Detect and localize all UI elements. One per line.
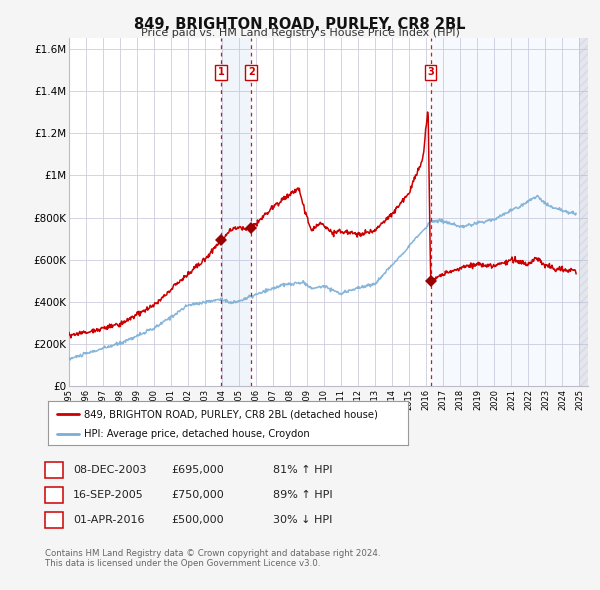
Bar bbox=[580, 38, 588, 386]
Text: 01-APR-2016: 01-APR-2016 bbox=[73, 515, 145, 525]
Text: Contains HM Land Registry data © Crown copyright and database right 2024.: Contains HM Land Registry data © Crown c… bbox=[45, 549, 380, 558]
Text: £750,000: £750,000 bbox=[171, 490, 224, 500]
Bar bbox=[221, 38, 251, 386]
Text: £500,000: £500,000 bbox=[171, 515, 224, 525]
Text: 1: 1 bbox=[50, 466, 58, 475]
Text: 16-SEP-2005: 16-SEP-2005 bbox=[73, 490, 144, 500]
Text: £695,000: £695,000 bbox=[171, 466, 224, 475]
Text: 3: 3 bbox=[50, 515, 58, 525]
Text: 81% ↑ HPI: 81% ↑ HPI bbox=[273, 466, 332, 475]
Text: 30% ↓ HPI: 30% ↓ HPI bbox=[273, 515, 332, 525]
Text: 849, BRIGHTON ROAD, PURLEY, CR8 2BL (detached house): 849, BRIGHTON ROAD, PURLEY, CR8 2BL (det… bbox=[84, 409, 378, 419]
Text: Price paid vs. HM Land Registry's House Price Index (HPI): Price paid vs. HM Land Registry's House … bbox=[140, 28, 460, 38]
Text: 849, BRIGHTON ROAD, PURLEY, CR8 2BL: 849, BRIGHTON ROAD, PURLEY, CR8 2BL bbox=[134, 17, 466, 31]
Text: This data is licensed under the Open Government Licence v3.0.: This data is licensed under the Open Gov… bbox=[45, 559, 320, 568]
Text: 89% ↑ HPI: 89% ↑ HPI bbox=[273, 490, 332, 500]
Bar bbox=[431, 38, 588, 386]
Text: 08-DEC-2003: 08-DEC-2003 bbox=[73, 466, 146, 475]
Text: HPI: Average price, detached house, Croydon: HPI: Average price, detached house, Croy… bbox=[84, 430, 310, 440]
Text: 1: 1 bbox=[218, 67, 224, 77]
Text: 2: 2 bbox=[248, 67, 254, 77]
Text: 2: 2 bbox=[50, 490, 58, 500]
Text: 3: 3 bbox=[427, 67, 434, 77]
